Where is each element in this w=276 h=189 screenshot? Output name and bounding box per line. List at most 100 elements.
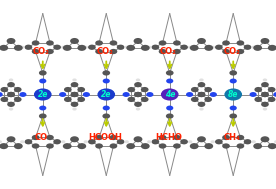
Circle shape (210, 92, 217, 97)
Circle shape (190, 143, 199, 149)
Circle shape (117, 45, 124, 50)
Circle shape (134, 38, 142, 44)
Circle shape (0, 140, 2, 143)
Circle shape (134, 102, 142, 107)
Circle shape (198, 92, 205, 97)
Circle shape (126, 143, 135, 149)
Circle shape (173, 135, 181, 140)
Circle shape (173, 40, 181, 46)
Circle shape (230, 105, 237, 110)
Circle shape (146, 92, 153, 97)
Circle shape (197, 136, 206, 142)
Text: 2e: 2e (38, 90, 48, 99)
Circle shape (64, 97, 72, 102)
Circle shape (102, 113, 110, 119)
Circle shape (141, 97, 148, 102)
Circle shape (117, 139, 124, 144)
Circle shape (110, 49, 117, 54)
Circle shape (141, 45, 150, 51)
Circle shape (61, 140, 65, 143)
Circle shape (71, 102, 78, 107)
Text: HCHO: HCHO (155, 133, 182, 142)
Circle shape (7, 38, 15, 44)
Text: HCOOH: HCOOH (88, 133, 122, 142)
Circle shape (237, 49, 244, 54)
Circle shape (261, 92, 269, 97)
Circle shape (237, 135, 244, 140)
Text: CO₂: CO₂ (96, 47, 113, 56)
Text: CO₂: CO₂ (33, 47, 50, 56)
Circle shape (103, 105, 110, 110)
Text: 4e: 4e (164, 90, 175, 99)
Circle shape (39, 105, 46, 110)
Circle shape (53, 139, 61, 144)
Circle shape (71, 92, 78, 97)
Circle shape (32, 135, 39, 140)
Circle shape (0, 92, 3, 97)
Circle shape (32, 49, 39, 54)
Circle shape (20, 140, 25, 143)
Circle shape (237, 143, 244, 149)
Circle shape (63, 143, 72, 149)
Circle shape (191, 87, 199, 92)
Circle shape (159, 143, 166, 149)
Circle shape (268, 87, 275, 92)
Circle shape (77, 45, 86, 51)
Circle shape (9, 78, 13, 81)
Circle shape (161, 88, 179, 101)
Circle shape (274, 46, 276, 49)
Circle shape (199, 78, 204, 81)
Circle shape (20, 46, 25, 49)
Circle shape (7, 92, 15, 97)
Circle shape (222, 40, 230, 46)
Circle shape (261, 136, 269, 142)
Circle shape (128, 97, 135, 102)
Circle shape (261, 102, 269, 107)
Circle shape (1, 97, 8, 102)
Circle shape (7, 102, 15, 107)
Circle shape (166, 113, 174, 119)
Circle shape (95, 49, 103, 54)
Circle shape (263, 78, 267, 81)
Circle shape (186, 92, 193, 97)
Circle shape (229, 70, 237, 76)
Circle shape (211, 140, 215, 143)
Circle shape (9, 108, 13, 111)
Circle shape (166, 79, 173, 84)
Circle shape (159, 49, 166, 54)
Circle shape (261, 38, 269, 44)
Circle shape (124, 46, 129, 49)
Circle shape (46, 49, 54, 54)
Circle shape (7, 82, 15, 87)
Circle shape (180, 45, 188, 50)
Circle shape (204, 45, 213, 51)
Circle shape (39, 70, 47, 76)
Circle shape (224, 88, 242, 101)
Circle shape (19, 92, 26, 97)
Circle shape (191, 97, 199, 102)
Circle shape (204, 143, 213, 149)
Circle shape (273, 92, 276, 97)
Circle shape (7, 92, 15, 97)
Circle shape (83, 92, 90, 97)
Circle shape (173, 143, 181, 149)
Circle shape (46, 135, 54, 140)
Circle shape (14, 143, 23, 149)
Circle shape (84, 46, 88, 49)
Circle shape (173, 49, 181, 54)
Circle shape (102, 70, 110, 76)
Circle shape (152, 45, 159, 50)
Circle shape (71, 82, 78, 87)
Circle shape (59, 92, 66, 97)
Circle shape (250, 92, 257, 97)
Circle shape (166, 105, 173, 110)
Circle shape (268, 45, 276, 51)
Circle shape (0, 45, 8, 51)
Circle shape (254, 97, 262, 102)
Circle shape (141, 143, 150, 149)
Circle shape (95, 40, 103, 46)
Circle shape (222, 135, 230, 140)
Circle shape (0, 46, 2, 49)
Circle shape (222, 49, 230, 54)
Circle shape (136, 78, 140, 81)
